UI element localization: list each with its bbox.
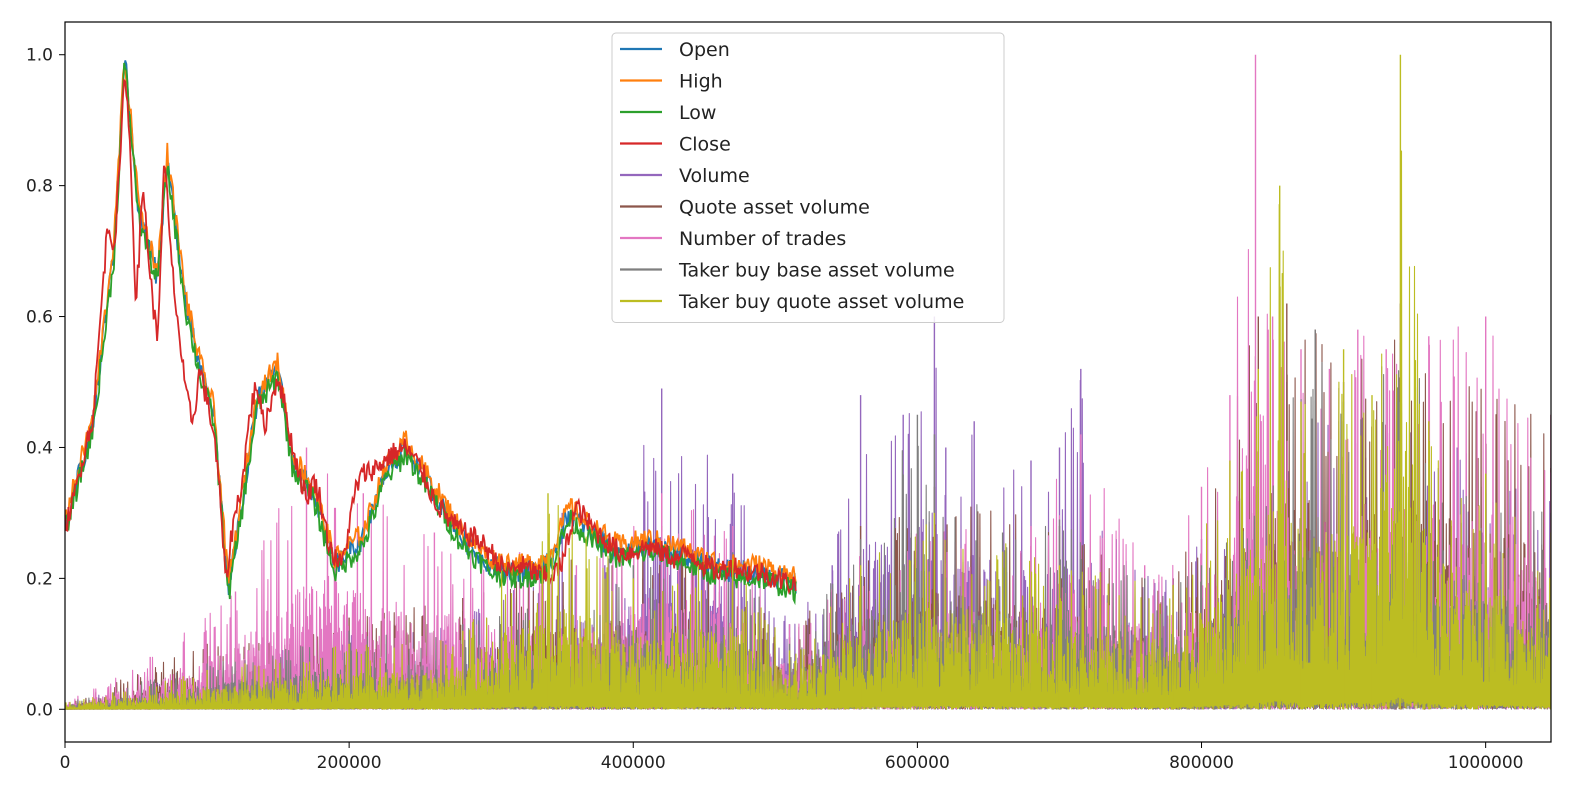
legend-label: Low xyxy=(679,102,716,124)
plot-frame xyxy=(64,21,1552,743)
series-low xyxy=(65,62,797,606)
series-line xyxy=(65,78,797,595)
series-line xyxy=(65,150,1551,710)
legend-label: Quote asset volume xyxy=(679,197,870,219)
legend-label: Taker buy base asset volume xyxy=(678,260,955,282)
legend-label: Open xyxy=(679,39,730,61)
legend-label: Taker buy quote asset volume xyxy=(678,291,964,313)
series-high xyxy=(65,63,797,588)
x-tick-label: 1000000 xyxy=(1448,753,1524,773)
y-tick-label: 0.6 xyxy=(26,308,53,328)
series-line xyxy=(65,63,797,588)
series-close xyxy=(65,78,797,595)
y-tick-label: 0.0 xyxy=(26,700,53,720)
x-tick-label: 400000 xyxy=(601,753,666,773)
legend-label: Volume xyxy=(679,165,750,187)
x-tick-label: 800000 xyxy=(1169,753,1234,773)
y-tick-label: 0.8 xyxy=(26,177,53,197)
plot-area xyxy=(65,54,1551,710)
legend: Open High Low Close Volume Quote asset volume… xyxy=(611,32,1005,323)
legend-box xyxy=(611,32,1005,323)
legend-label: Number of trades xyxy=(679,228,846,250)
series-line xyxy=(65,62,797,606)
x-tick-label: 0 xyxy=(60,753,71,773)
y-axis: 0.0 0.2 0.4 0.6 0.8 1.0 xyxy=(26,46,65,720)
x-tick-label: 200000 xyxy=(317,753,382,773)
legend-label: High xyxy=(679,71,723,93)
legend-label: Close xyxy=(679,134,731,156)
y-tick-label: 1.0 xyxy=(26,46,53,66)
x-axis: 0 200000 400000 600000 800000 1000000 xyxy=(60,742,1524,773)
y-tick-label: 0.2 xyxy=(26,569,53,589)
y-tick-label: 0.4 xyxy=(26,438,53,458)
x-tick-label: 600000 xyxy=(885,753,950,773)
series-taker-buy-quote-asset-volume xyxy=(65,54,1551,710)
